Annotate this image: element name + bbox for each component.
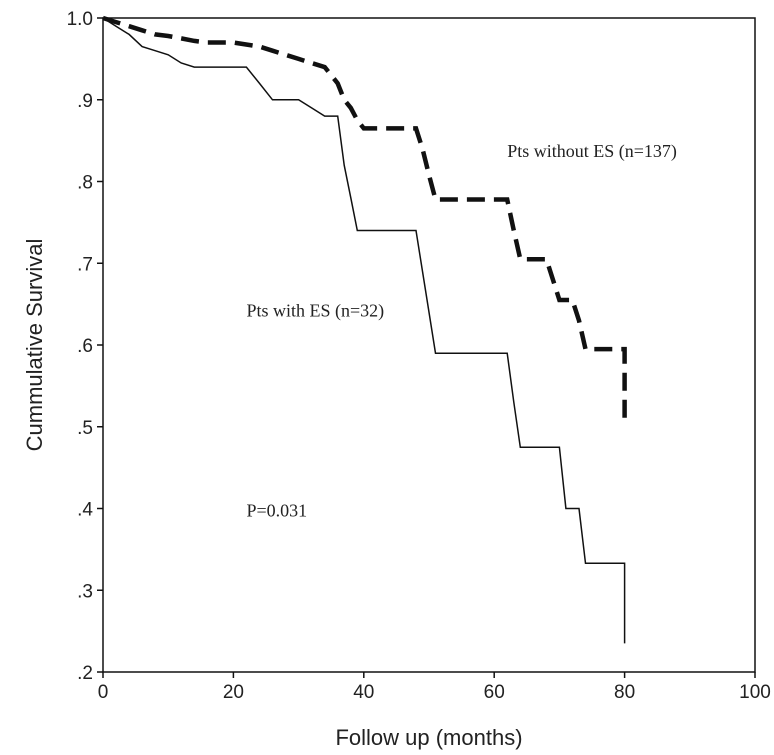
x-axis-label: Follow up (months) [335,725,522,750]
x-tick-label: 20 [223,682,244,703]
series-line-with-es [102,17,626,644]
axis-ticks: 0 20 40 60 80 100 .2 .3 .4 .5 .6 .7 .8 .9 1.0 [67,9,771,703]
annotation-1: Pts with ES (n=32) [246,300,384,321]
annotation-2: P=0.031 [246,501,307,521]
series-line-without-es [102,15,627,423]
annotations: Pts without ES (n=137) Pts with ES (n=32)… [246,141,676,521]
x-tick-label: 0 [98,682,109,703]
y-tick-label: .5 [77,418,93,439]
plot-frame [102,17,756,673]
series-lines [102,15,627,644]
x-tick-label: 60 [484,682,505,703]
y-tick-label: .7 [77,254,93,275]
y-tick-label: .6 [77,336,93,357]
x-tick-label: 80 [614,682,635,703]
y-tick-label: .8 [77,173,93,194]
y-tick-label: .2 [77,663,93,684]
x-tick-label: 40 [353,682,374,703]
y-tick-label: .4 [77,500,93,521]
y-tick-label: .9 [77,91,93,112]
x-tick-label: 100 [739,682,771,703]
y-tick-label: .3 [77,581,93,602]
y-axis-label: Cummulative Survival [22,239,47,452]
annotation-0: Pts without ES (n=137) [507,141,677,162]
y-tick-label: 1.0 [67,9,93,30]
